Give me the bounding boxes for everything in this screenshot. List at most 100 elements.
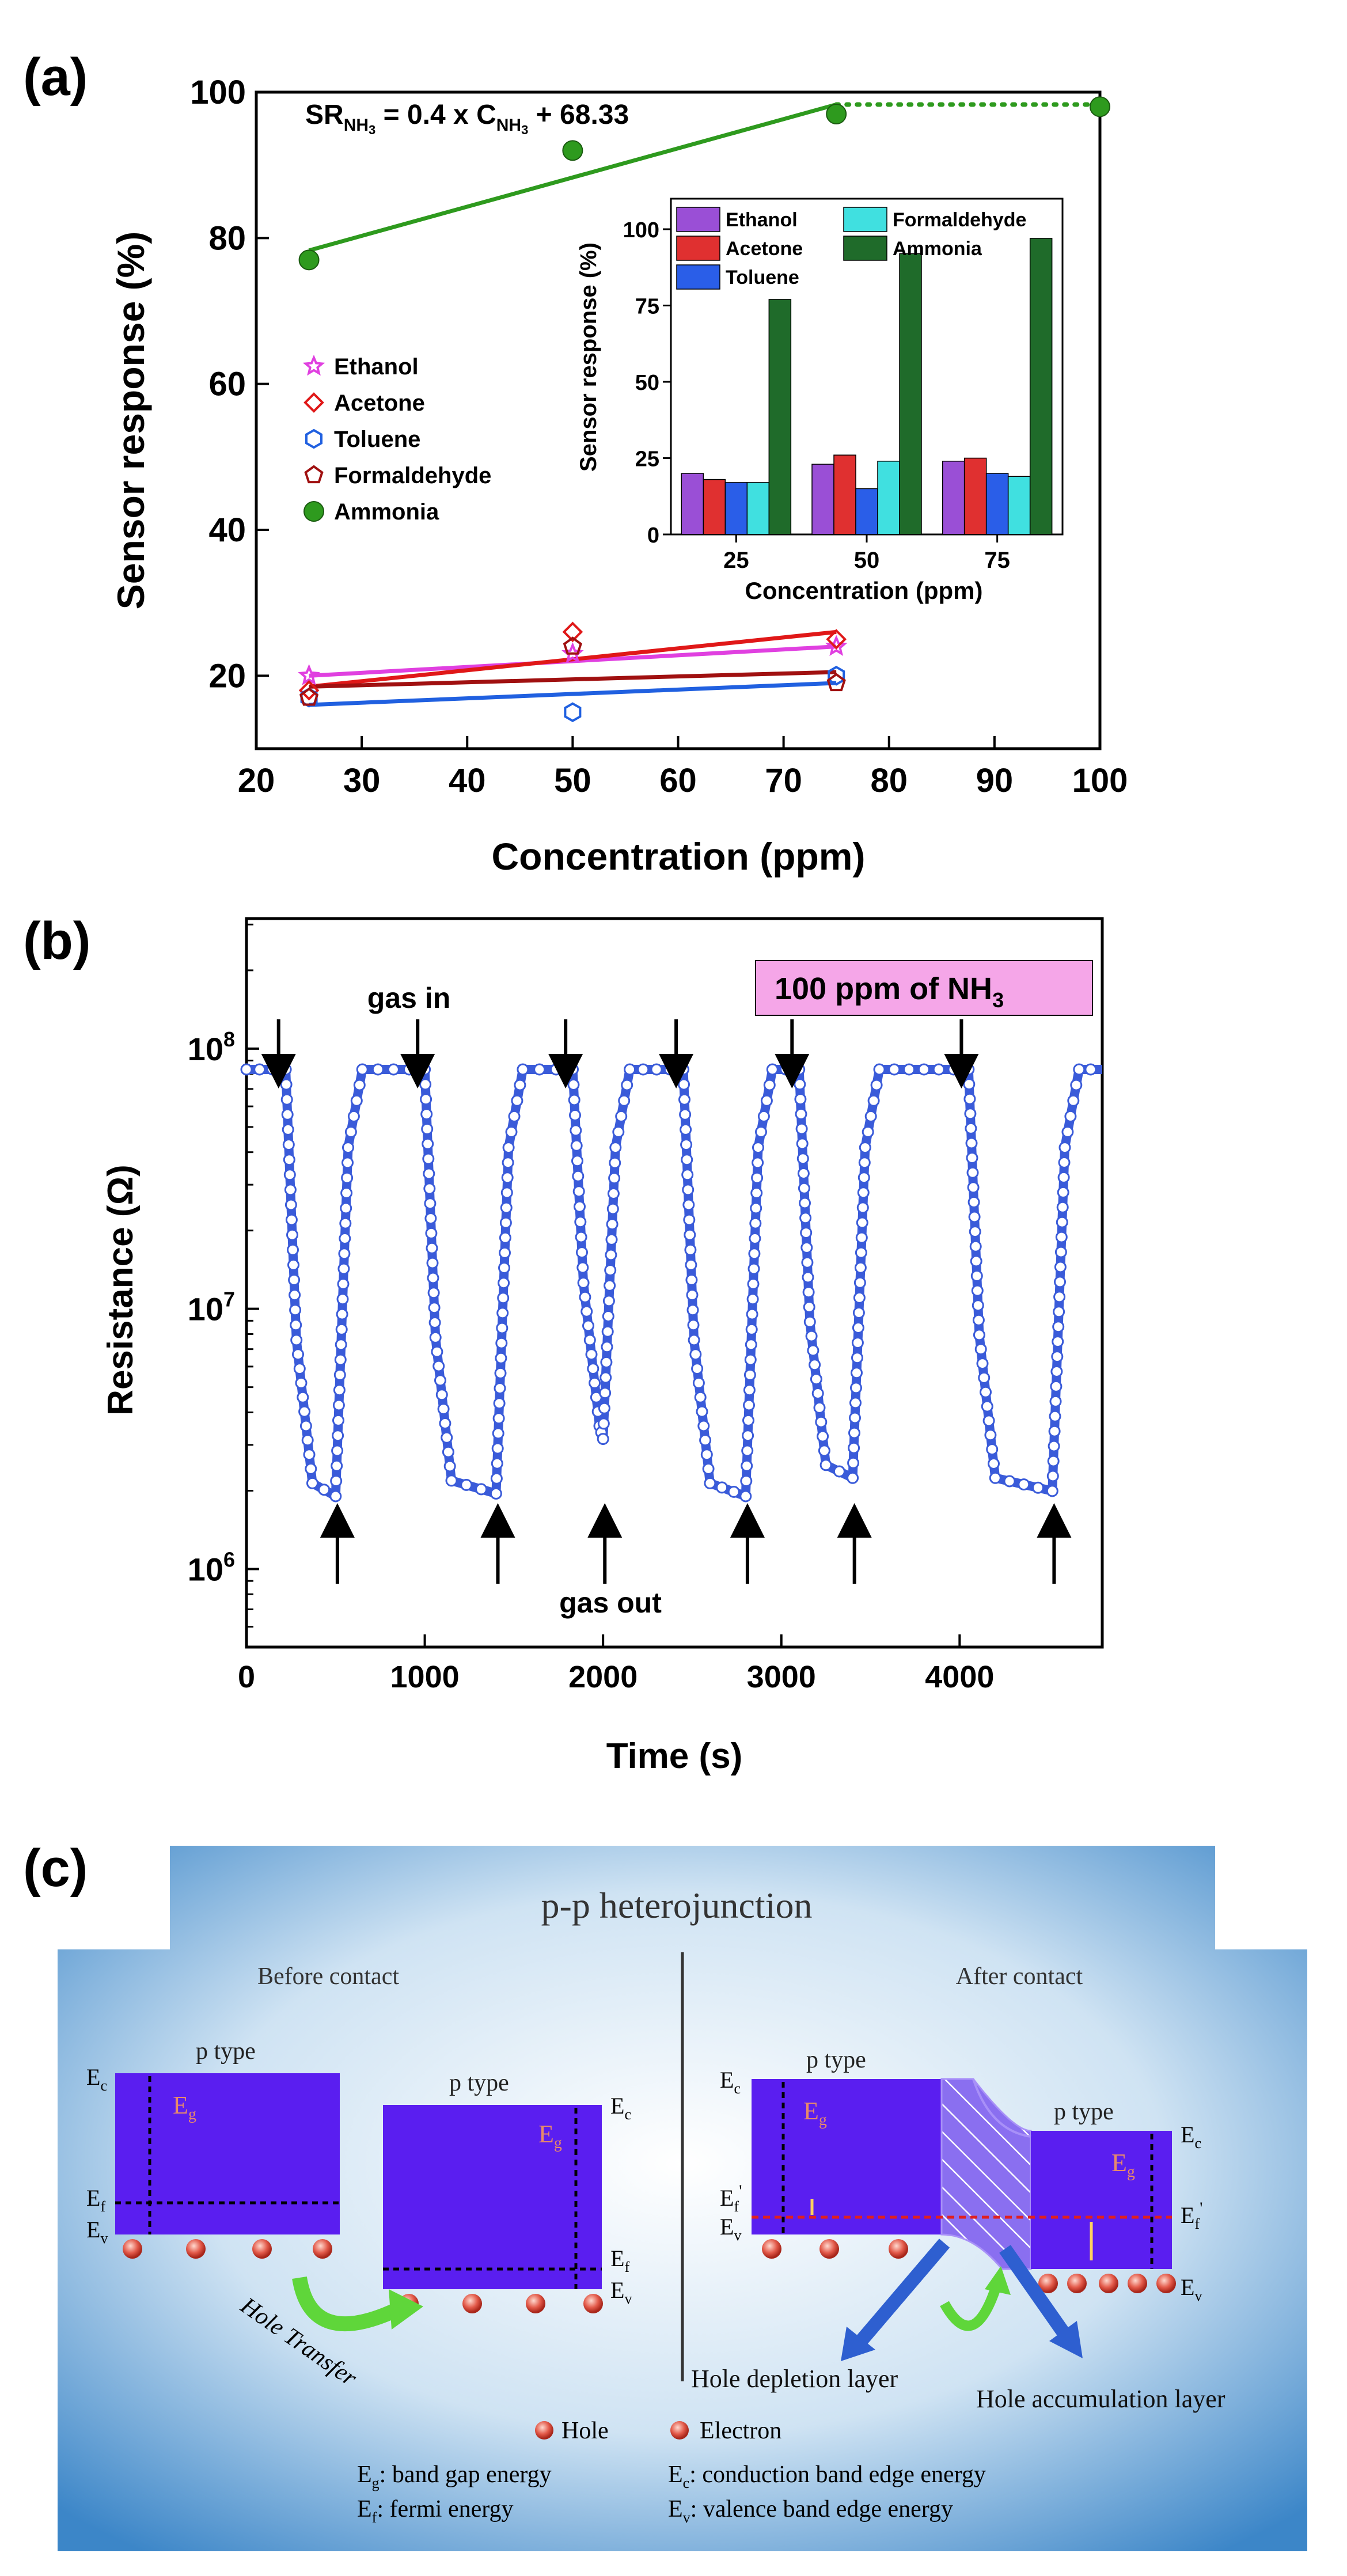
data-marker xyxy=(505,1126,518,1138)
data-marker xyxy=(339,1232,351,1245)
data-marker xyxy=(682,1183,695,1196)
data-marker xyxy=(727,1485,740,1498)
bar-ammonia xyxy=(899,253,922,535)
data-marker xyxy=(688,1334,700,1346)
data-marker xyxy=(850,1382,862,1394)
data-marker xyxy=(491,1457,503,1470)
bar-acetone xyxy=(703,479,726,535)
data-marker xyxy=(680,1139,693,1151)
data-marker xyxy=(685,1274,698,1286)
curl-arrow xyxy=(940,2285,1001,2331)
data-marker xyxy=(290,1319,302,1331)
ef-label: Ef xyxy=(610,2245,629,2275)
data-marker xyxy=(337,1262,350,1275)
inset-legend: Ethanol Acetone Toluene Formaldehyde Amm… xyxy=(676,207,1026,290)
data-marker xyxy=(856,1201,869,1214)
data-marker xyxy=(855,1231,868,1244)
data-marker xyxy=(567,1079,580,1091)
data-marker xyxy=(608,1172,621,1185)
data-marker xyxy=(700,1448,713,1461)
data-marker xyxy=(284,1183,297,1196)
legend-formaldehyde: Formaldehyde xyxy=(304,463,491,488)
data-marker xyxy=(969,1240,982,1253)
data-marker xyxy=(689,1348,702,1361)
data-marker xyxy=(855,1246,867,1259)
data-marker xyxy=(807,1344,819,1357)
data-marker xyxy=(678,1078,690,1091)
x-tick-label: 50 xyxy=(554,762,591,799)
data-marker xyxy=(266,1063,279,1076)
data-marker xyxy=(1067,1094,1080,1107)
data-marker xyxy=(745,1323,758,1336)
inset-legend-toluene: Toluene xyxy=(676,264,799,290)
point-acetone xyxy=(298,680,320,701)
panel-a-y-label: Sensor response (%) xyxy=(109,232,152,610)
data-marker xyxy=(492,1427,504,1440)
data-marker xyxy=(421,1122,434,1135)
svg-text:Formaldehyde: Formaldehyde xyxy=(893,209,1026,231)
x-tick-label: 2000 xyxy=(568,1660,638,1694)
inset-x-label: Concentration (ppm) xyxy=(745,577,983,604)
inset-axes: 25 50 75 0 25 50 75 100 xyxy=(623,218,1010,573)
data-marker xyxy=(335,1323,348,1336)
data-marker xyxy=(282,1139,295,1151)
point-ammonia xyxy=(298,249,320,271)
data-marker xyxy=(854,1261,867,1274)
bar-toluene xyxy=(985,473,1009,535)
data-marker xyxy=(989,1471,1001,1484)
inset-y-label: Sensor response (%) xyxy=(576,242,601,472)
data-marker xyxy=(964,1107,977,1120)
data-marker xyxy=(755,1126,767,1138)
data-marker xyxy=(607,1188,620,1200)
data-marker xyxy=(371,1063,384,1076)
panel-a-y-axis: 20 40 60 80 100 xyxy=(190,74,269,695)
data-marker xyxy=(475,1483,488,1496)
data-marker xyxy=(1054,1246,1067,1258)
before-contact-label: Before contact xyxy=(257,1963,399,1990)
data-marker xyxy=(972,1299,984,1312)
data-marker xyxy=(796,1152,809,1165)
panel-b-frame xyxy=(245,917,1104,1649)
holes-after xyxy=(762,2239,1176,2293)
ev-label: Ev xyxy=(1181,2274,1202,2304)
data-marker xyxy=(818,1444,830,1457)
x-tick-label: 100 xyxy=(1072,762,1128,799)
depletion-arrow xyxy=(855,2239,950,2346)
legend-marker-toluene xyxy=(305,428,322,449)
panel-b: (b) 0 1000 2000 3000 4000 106 107 108 Time (s)… xyxy=(23,912,1104,1776)
data-marker xyxy=(333,1368,346,1381)
data-marker xyxy=(809,1359,821,1371)
data-marker xyxy=(437,1403,450,1416)
data-marker xyxy=(801,1256,814,1269)
data-marker xyxy=(1047,1455,1060,1467)
data-marker xyxy=(678,1093,690,1106)
panel-b-y-label: Resistance (Ω) xyxy=(101,1164,141,1416)
data-marker xyxy=(609,1156,621,1169)
data-marker xyxy=(419,1078,432,1091)
data-marker xyxy=(859,1141,871,1154)
data-marker xyxy=(867,1094,880,1107)
data-marker xyxy=(815,1416,828,1428)
data-marker xyxy=(289,1289,301,1302)
data-marker xyxy=(432,1360,445,1372)
data-marker xyxy=(289,1304,302,1317)
inset-x-tick-label: 75 xyxy=(984,548,1010,573)
data-marker xyxy=(342,1141,354,1154)
hole xyxy=(526,2294,545,2313)
data-marker xyxy=(420,1108,433,1121)
data-marker xyxy=(621,1079,633,1091)
x-tick-label: 80 xyxy=(870,762,908,799)
data-marker xyxy=(970,1255,982,1268)
bar-ammonia xyxy=(768,299,792,535)
data-marker xyxy=(288,1274,301,1286)
data-marker xyxy=(966,1152,978,1164)
data-marker xyxy=(605,1249,617,1261)
data-marker xyxy=(847,1456,860,1469)
data-marker xyxy=(798,1182,810,1194)
point-ammonia xyxy=(826,104,847,124)
data-marker xyxy=(299,1420,312,1432)
data-marker xyxy=(491,1442,504,1455)
before-right-band: Eg xyxy=(383,2105,602,2289)
data-marker xyxy=(849,1412,861,1424)
data-marker xyxy=(1053,1291,1066,1303)
